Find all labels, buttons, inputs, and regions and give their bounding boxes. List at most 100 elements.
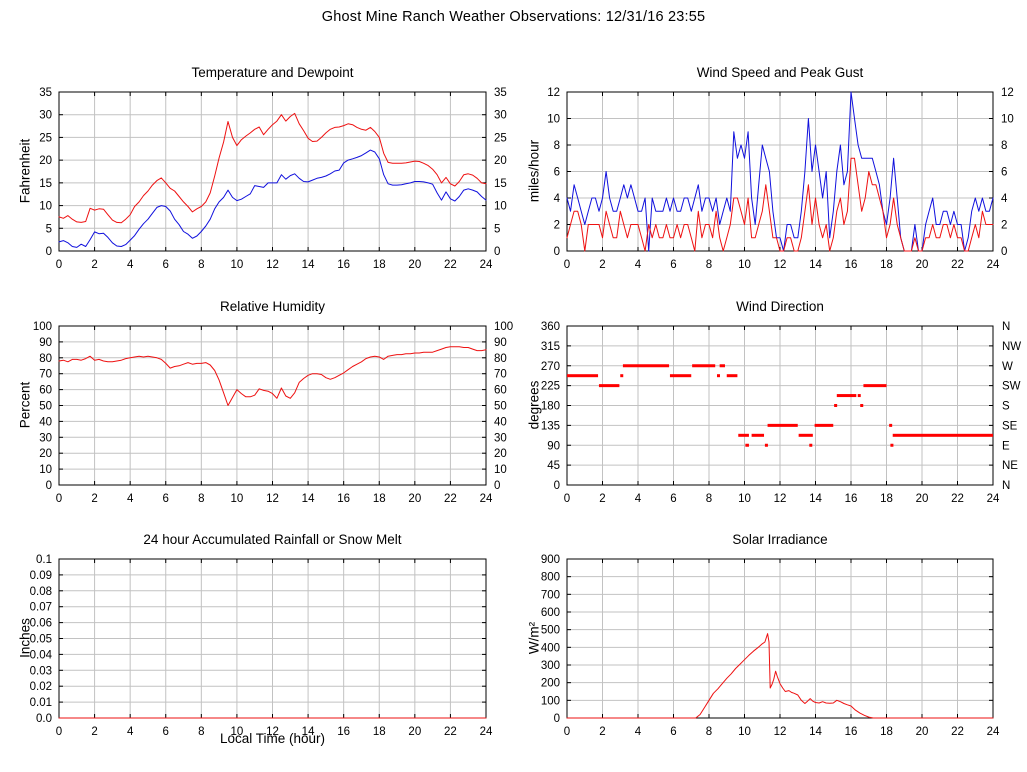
y-tick-label: 30 [39, 110, 52, 122]
y2-tick-label: 70 [494, 369, 507, 381]
x-tick-label: 20 [916, 259, 929, 271]
x-tick-label: 14 [302, 726, 315, 738]
y2-tick-label: 12 [1001, 87, 1014, 99]
x-tick-label: 12 [266, 493, 279, 505]
y-tick-label: 800 [541, 572, 560, 584]
dewpoint-line [58, 149, 487, 248]
page-title: Ghost Mine Ranch Weather Observations: 1… [321, 9, 706, 25]
y-tick-label: 12 [547, 87, 560, 99]
wind-direction-segment [764, 443, 768, 447]
y2-tick-label: 0 [494, 246, 500, 258]
y2-tick-label: N [1002, 321, 1010, 333]
solar-irradiance-line [566, 633, 994, 719]
y-tick-label: 6 [554, 167, 560, 179]
y-tick-label: 90 [547, 440, 560, 452]
x-tick-label: 10 [738, 726, 751, 738]
x-tick-label: 20 [916, 726, 929, 738]
wind-direction-segment [622, 364, 670, 368]
y2-tick-label: 50 [494, 401, 507, 413]
wind-direction-segment [836, 394, 857, 398]
y-tick-label: 0.05 [30, 634, 52, 646]
y2-tick-label: SE [1002, 420, 1018, 432]
x-tick-label: 18 [880, 493, 893, 505]
x-tick-label: 16 [337, 726, 350, 738]
x-tick-label: 4 [127, 493, 134, 505]
x-tick-label: 22 [951, 493, 964, 505]
y2-tick-label: 20 [494, 448, 507, 460]
x-tick-label: 6 [163, 726, 169, 738]
wind-direction-segment [860, 404, 864, 407]
y2-tick-label: 6 [1001, 167, 1007, 179]
x-tick-label: 16 [845, 726, 858, 738]
x-tick-label: 0 [564, 726, 570, 738]
x-tick-label: 8 [706, 493, 712, 505]
y-tick-label: 0 [46, 246, 52, 258]
y-tick-label: 4 [554, 193, 561, 205]
wind-direction-segment [889, 423, 893, 427]
y-tick-label: 300 [541, 660, 560, 672]
x-tick-label: 16 [337, 493, 350, 505]
y2-tick-label: 0 [1001, 246, 1007, 258]
chart-title: 24 hour Accumulated Rainfall or Snow Mel… [143, 532, 402, 547]
y-tick-label: 0.08 [30, 586, 52, 598]
x-tick-label: 0 [56, 259, 62, 271]
x-tick-label: 20 [408, 259, 421, 271]
y-tick-label: 0.02 [30, 681, 52, 693]
x-tick-label: 12 [774, 726, 787, 738]
y2-tick-label: 35 [494, 87, 507, 99]
y-tick-label: 70 [39, 369, 52, 381]
y-axis-label: Fahrenheit [17, 138, 33, 204]
x-tick-label: 4 [635, 259, 642, 271]
x-tick-label: 6 [163, 259, 169, 271]
y2-tick-label: 2 [1001, 220, 1007, 232]
x-tick-label: 8 [198, 726, 204, 738]
x-tick-label: 18 [880, 726, 893, 738]
chart-title: Wind Direction [736, 299, 824, 314]
wind-direction-segment [719, 364, 725, 368]
y-tick-label: 0.1 [36, 554, 52, 566]
wind-direction-segment [598, 384, 620, 388]
y-tick-label: 270 [541, 361, 560, 373]
x-tick-label: 20 [408, 726, 421, 738]
y-tick-label: 0.06 [30, 618, 52, 630]
y-tick-label: 225 [541, 381, 560, 393]
x-tick-label: 24 [987, 259, 1000, 271]
x-tick-label: 24 [480, 726, 493, 738]
y-tick-label: 25 [39, 132, 52, 144]
x-tick-label: 2 [599, 493, 605, 505]
y-tick-label: 40 [39, 416, 52, 428]
x-tick-label: 10 [231, 726, 244, 738]
x-tick-label: 0 [564, 493, 570, 505]
y-tick-label: 0 [46, 480, 52, 492]
temperature-line [58, 112, 487, 224]
y-tick-label: 30 [39, 432, 52, 444]
x-tick-label: 24 [987, 726, 1000, 738]
y-tick-label: 200 [541, 678, 560, 690]
wind-direction-segment [814, 423, 834, 427]
x-tick-label: 24 [480, 493, 493, 505]
wind-direction-segment [726, 374, 738, 378]
x-tick-label: 22 [951, 259, 964, 271]
y-tick-label: 0 [554, 246, 560, 258]
y2-tick-label: 30 [494, 110, 507, 122]
y-tick-label: 2 [554, 220, 560, 232]
y2-tick-label: 10 [494, 464, 507, 476]
y-axis-label: W/m² [526, 621, 542, 655]
x-tick-label: 2 [91, 726, 97, 738]
y2-tick-label: 40 [494, 416, 507, 428]
y-axis-label: degrees [526, 380, 542, 430]
x-tick-label: 24 [480, 259, 493, 271]
x-tick-label: 14 [302, 493, 315, 505]
y-tick-label: 100 [541, 695, 560, 707]
y-tick-label: 50 [39, 401, 52, 413]
y-tick-label: 60 [39, 385, 52, 397]
wind-direction-segment [834, 404, 838, 407]
x-tick-label: 6 [670, 493, 676, 505]
y2-tick-label: SW [1002, 381, 1021, 393]
wind-direction-segment [857, 394, 861, 398]
x-tick-label: 20 [408, 493, 421, 505]
y2-tick-label: 25 [494, 132, 507, 144]
y2-tick-label: 0 [494, 480, 500, 492]
x-tick-label: 12 [266, 726, 279, 738]
